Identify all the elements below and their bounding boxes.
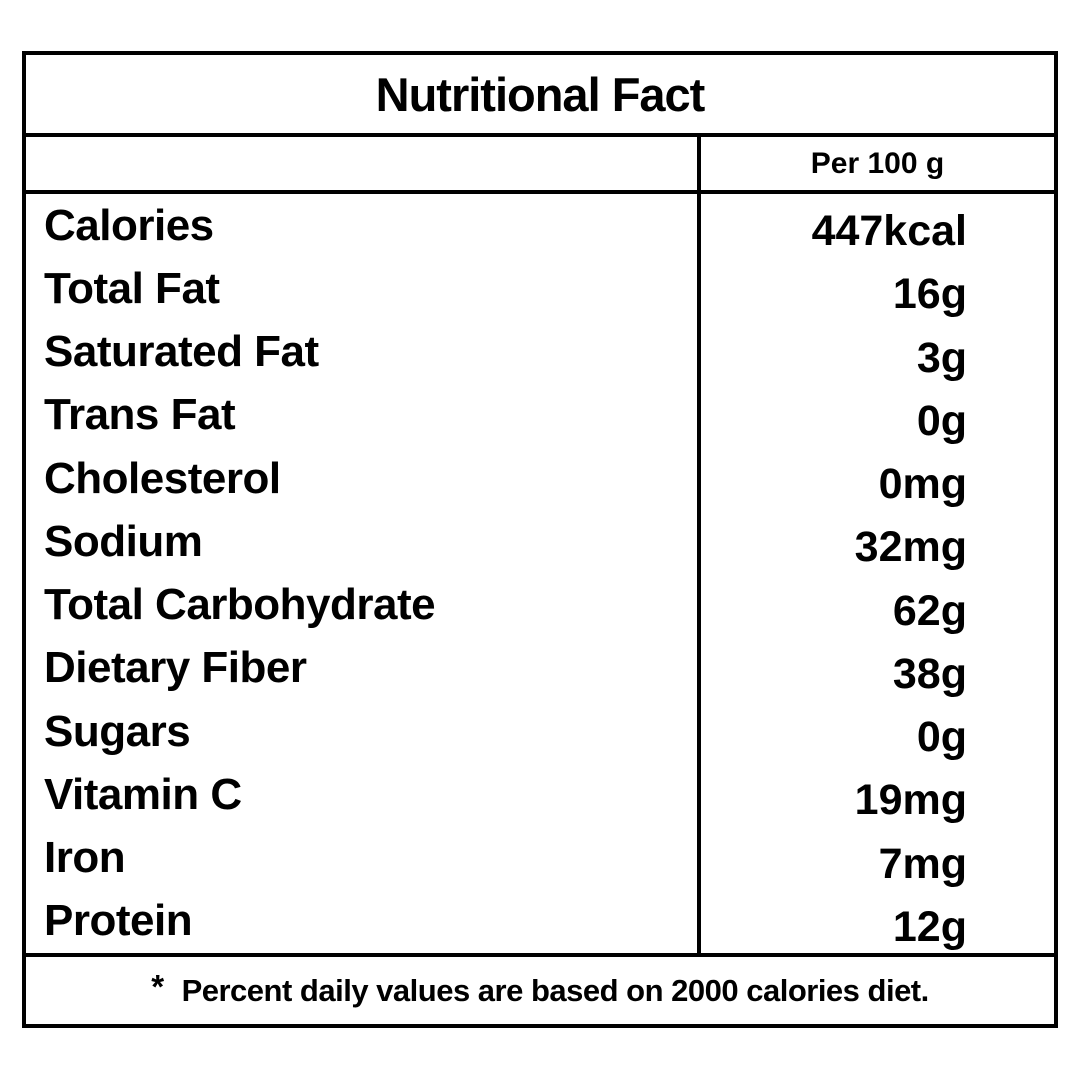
nutrient-row: Saturated Fat 3g [26, 320, 1054, 384]
nutrient-value: 0mg [878, 460, 967, 509]
nutrient-value-cell: 447kcal [701, 194, 1054, 257]
nutrient-row: Protein 12g [26, 889, 1054, 953]
nutrient-row: Trans Fat 0g [26, 383, 1054, 447]
footnote-asterisk: * [151, 967, 164, 1005]
nutrient-label: Total Carbohydrate [26, 573, 701, 637]
label-title: Nutritional Fact [26, 55, 1054, 137]
nutrition-label: Nutritional Fact Per 100 g Calories 447k… [22, 51, 1058, 1028]
nutrient-value-cell: 0g [701, 384, 1054, 447]
nutrient-table-body: Calories 447kcal Total Fat 16g Saturated… [26, 194, 1054, 957]
nutrient-label: Trans Fat [26, 383, 701, 447]
nutrient-row: Cholesterol 0mg [26, 447, 1054, 511]
nutrient-value-cell: 0g [701, 700, 1054, 763]
nutrient-value: 38g [892, 649, 967, 698]
nutrient-value: 7mg [878, 839, 967, 888]
nutrient-label: Vitamin C [26, 763, 701, 827]
nutrient-value-cell: 38g [701, 637, 1054, 700]
nutrient-value-cell: 16g [701, 257, 1054, 320]
nutrient-label: Dietary Fiber [26, 636, 701, 700]
nutrient-value: 16g [892, 270, 967, 319]
nutrient-row: Sugars 0g [26, 700, 1054, 764]
nutrient-value: 19mg [854, 776, 967, 825]
nutrient-label: Saturated Fat [26, 320, 701, 384]
nutrient-value: 12g [892, 902, 967, 951]
nutrient-row: Total Fat 16g [26, 257, 1054, 321]
nutrient-row: Iron 7mg [26, 826, 1054, 890]
per-100g-column-header: Per 100 g [810, 146, 945, 180]
header-empty-cell [26, 137, 701, 190]
nutrient-value: 62g [892, 586, 967, 635]
nutrient-value: 447kcal [811, 207, 967, 256]
nutrient-value-cell: 62g [701, 574, 1054, 637]
nutrient-label: Iron [26, 826, 701, 890]
nutrient-row: Total Carbohydrate 62g [26, 573, 1054, 637]
nutrient-label: Calories [26, 194, 701, 258]
nutrient-value: 0g [916, 396, 967, 445]
nutrient-label: Total Fat [26, 257, 701, 321]
nutrient-row: Dietary Fiber 38g [26, 636, 1054, 700]
nutrient-label: Sodium [26, 510, 701, 574]
nutrient-value: 32mg [854, 523, 967, 572]
nutrient-row: Vitamin C 19mg [26, 763, 1054, 827]
nutrient-label: Cholesterol [26, 447, 701, 511]
nutrient-label: Protein [26, 889, 701, 953]
nutrient-value-cell: 12g [701, 890, 1054, 953]
nutrient-value-cell: 0mg [701, 447, 1054, 510]
nutrient-value-cell: 32mg [701, 510, 1054, 573]
column-header-row: Per 100 g [26, 137, 1054, 194]
nutrient-row: Sodium 32mg [26, 510, 1054, 574]
footnote: * Percent daily values are based on 2000… [26, 957, 1054, 1024]
nutrient-value: 3g [916, 333, 967, 382]
footnote-text: Percent daily values are based on 2000 c… [181, 972, 930, 1008]
nutrient-value-cell: 19mg [701, 763, 1054, 826]
nutrient-value-cell: 3g [701, 321, 1054, 384]
nutrient-value: 0g [916, 713, 967, 762]
nutrient-label: Sugars [26, 700, 701, 764]
nutrient-row: Calories 447kcal [26, 194, 1054, 258]
nutrient-value-cell: 7mg [701, 827, 1054, 890]
